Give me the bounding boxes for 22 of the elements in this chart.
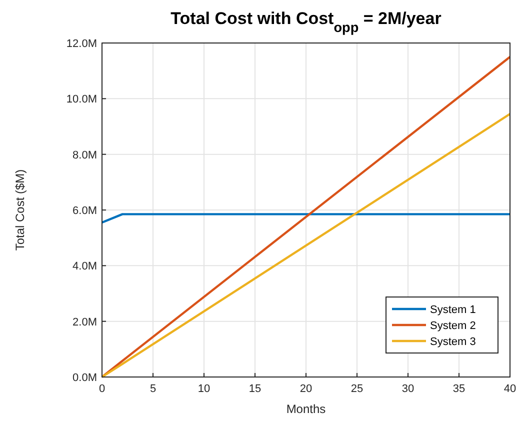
y-tick-label: 4.0M <box>72 260 97 273</box>
x-tick-label: 40 <box>504 383 516 395</box>
y-tick-label: 6.0M <box>72 205 97 217</box>
legend-label: System 1 <box>430 304 476 316</box>
y-tick-label: 12.0M <box>66 38 97 50</box>
y-tick-label: 0.0M <box>72 372 97 384</box>
x-tick-label: 0 <box>98 383 106 395</box>
x-tick-label: 35 <box>452 383 466 395</box>
x-tick-label: 10 <box>198 383 210 395</box>
x-tick-label: 30 <box>402 383 414 395</box>
y-tick-label: 10.0M <box>66 94 97 106</box>
y-tick-label: 8.0M <box>72 149 97 162</box>
x-tick-label: 20 <box>300 383 312 395</box>
y-tick-label: 2.0M <box>72 316 97 328</box>
x-tick-label: 25 <box>350 383 364 395</box>
x-axis-title: Months <box>286 402 326 416</box>
chart-title: Total Cost with Cost$_{opp}$ = 2M/year <box>170 9 442 34</box>
x-tick-label: 15 <box>248 383 262 395</box>
x-tick-label: 5 <box>150 383 156 395</box>
y-axis-title: Total Cost ($M) <box>13 169 27 251</box>
legend-label: System 3 <box>430 336 476 348</box>
legend-label: System 2 <box>430 320 476 332</box>
